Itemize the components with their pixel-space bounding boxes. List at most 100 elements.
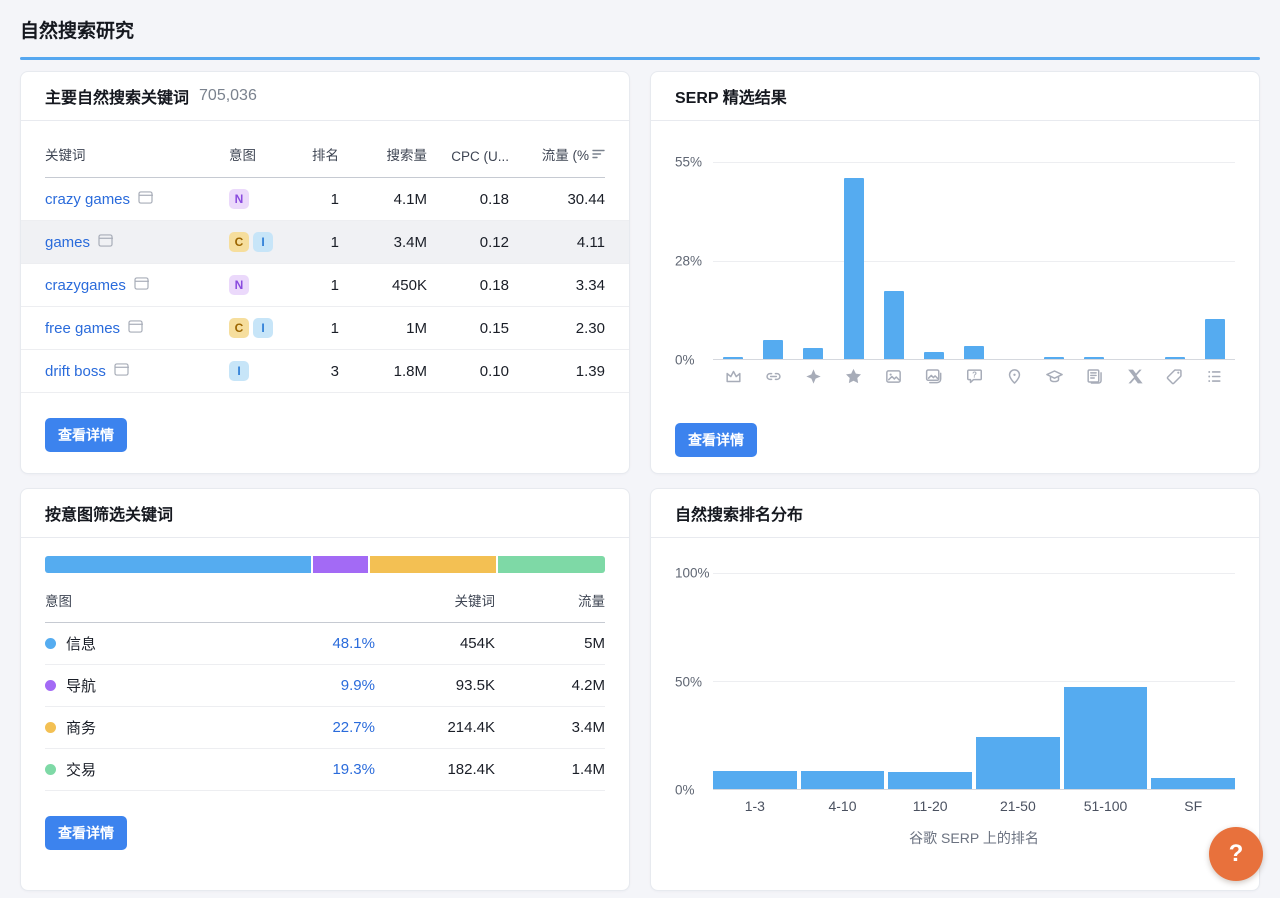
- position-bar-4-10[interactable]: [801, 771, 885, 789]
- serp-bar-slot: [753, 162, 793, 359]
- serp-view-details-button[interactable]: 查看详情: [675, 423, 757, 457]
- table-row[interactable]: crazygamesN1450K0.183.34: [21, 264, 629, 307]
- intent-badge-I[interactable]: I: [229, 361, 249, 381]
- sitelinks-icon[interactable]: [764, 367, 783, 391]
- intent-badge-N[interactable]: N: [229, 275, 249, 295]
- intent-row[interactable]: 交易19.3%182.4K1.4M: [45, 749, 605, 791]
- x-posts-icon[interactable]: [1125, 367, 1144, 391]
- intent-segment-导航[interactable]: [313, 556, 368, 573]
- intent-badges: CI: [229, 232, 293, 252]
- intent-panel: 按意图筛选关键词 意图 关键词 流量 信息48.1%454K5M导航9.9%93…: [20, 488, 630, 891]
- intent-label: 交易: [66, 759, 96, 780]
- column-header-cpc[interactable]: CPC (U...: [427, 149, 509, 164]
- knowledge-panel-icon[interactable]: [1045, 367, 1064, 391]
- serp-bar-list[interactable]: [1205, 319, 1225, 359]
- column-header-traffic[interactable]: 流量 (%: [509, 144, 605, 164]
- table-row[interactable]: crazy gamesN14.1M0.1830.44: [21, 178, 629, 221]
- intent-percent-link[interactable]: 9.9%: [341, 677, 375, 694]
- intent-percent-link[interactable]: 48.1%: [332, 635, 375, 652]
- product-tag-icon[interactable]: [1165, 367, 1184, 391]
- serp-icon-slot: [1074, 367, 1114, 391]
- serp-preview-icon[interactable]: [114, 363, 129, 380]
- volume-cell: 4.1M: [339, 191, 427, 208]
- intent-segment-商务[interactable]: [370, 556, 496, 573]
- intent-keywords-cell: 93.5K: [375, 677, 495, 694]
- intent-row[interactable]: 导航9.9%93.5K4.2M: [45, 665, 605, 707]
- serp-bar-sitelinks[interactable]: [763, 340, 783, 359]
- column-header-traffic: 流量: [495, 590, 605, 610]
- top-stories-icon[interactable]: [1085, 367, 1104, 391]
- reviews-icon[interactable]: [844, 367, 863, 391]
- dashboard-grid: 主要自然搜索关键词 705,036 关键词 意图 排名 搜索量 CPC (U..…: [20, 71, 1260, 891]
- serp-icon-slot: [753, 367, 793, 391]
- serp-bar-knowledge-panel[interactable]: [1044, 357, 1064, 360]
- column-header-keyword[interactable]: 关键词: [45, 144, 229, 164]
- serp-bar-image-pack[interactable]: [924, 352, 944, 359]
- intent-segment-交易[interactable]: [498, 556, 605, 573]
- position-bar-21-50[interactable]: [976, 737, 1060, 789]
- serp-bar-people-also-ask[interactable]: [964, 346, 984, 359]
- intent-color-dot: [45, 722, 56, 733]
- help-button[interactable]: ?: [1209, 827, 1263, 881]
- serp-preview-icon[interactable]: [98, 234, 113, 251]
- column-header-rank[interactable]: 排名: [293, 144, 339, 164]
- table-row[interactable]: free gamesCI11M0.152.30: [21, 307, 629, 350]
- column-header-intent: 意图: [45, 590, 285, 610]
- image-pack-icon[interactable]: [924, 367, 943, 391]
- intent-badge-C[interactable]: C: [229, 318, 249, 338]
- traffic-cell: 4.11: [509, 234, 605, 251]
- intent-badge-N[interactable]: N: [229, 189, 249, 209]
- position-bar-11-20[interactable]: [888, 772, 972, 789]
- positions-chart: 100% 50% 0%: [675, 573, 1235, 790]
- serp-bar-top-stories[interactable]: [1084, 357, 1104, 360]
- keyword-link[interactable]: crazygames: [45, 277, 126, 294]
- position-bar-SF[interactable]: [1151, 778, 1235, 789]
- intent-badge-C[interactable]: C: [229, 232, 249, 252]
- intent-row[interactable]: 信息48.1%454K5M: [45, 623, 605, 665]
- instant-answer-icon[interactable]: [804, 367, 823, 391]
- people-also-ask-icon[interactable]: ?: [965, 367, 984, 391]
- image-icon[interactable]: [884, 367, 903, 391]
- list-icon[interactable]: [1205, 367, 1224, 391]
- intent-percent-link[interactable]: 22.7%: [332, 719, 375, 736]
- serp-bar-featured-snippet[interactable]: [723, 357, 743, 360]
- position-bar-1-3[interactable]: [713, 771, 797, 789]
- keyword-link[interactable]: drift boss: [45, 363, 106, 380]
- serp-icon-slot: [793, 367, 833, 391]
- serp-chart-y-axis: 55% 28% 0%: [675, 162, 713, 360]
- intent-segment-信息[interactable]: [45, 556, 311, 573]
- keyword-link[interactable]: crazy games: [45, 191, 130, 208]
- serp-bar-slot: [833, 162, 873, 359]
- serp-icon-slot: [1115, 367, 1155, 391]
- serp-bar-reviews[interactable]: [844, 178, 864, 359]
- keyword-link[interactable]: games: [45, 234, 90, 251]
- local-pack-icon[interactable]: [1005, 367, 1024, 391]
- intent-badge-I[interactable]: I: [253, 318, 273, 338]
- keywords-view-details-button[interactable]: 查看详情: [45, 418, 127, 452]
- serp-preview-icon[interactable]: [138, 191, 153, 208]
- keyword-link[interactable]: free games: [45, 320, 120, 337]
- intent-badges: N: [229, 275, 293, 295]
- table-row[interactable]: gamesCI13.4M0.124.11: [21, 221, 629, 264]
- intent-badges: N: [229, 189, 293, 209]
- keyword-cell: games: [45, 234, 229, 251]
- featured-snippet-icon[interactable]: [724, 367, 743, 391]
- intent-view-details-button[interactable]: 查看详情: [45, 816, 127, 850]
- position-bar-51-100[interactable]: [1064, 687, 1148, 789]
- volume-cell: 450K: [339, 277, 427, 294]
- serp-preview-icon[interactable]: [128, 320, 143, 337]
- intent-row[interactable]: 商务22.7%214.4K3.4M: [45, 707, 605, 749]
- sort-descending-icon[interactable]: [592, 149, 605, 159]
- serp-bar-product-tag[interactable]: [1165, 357, 1185, 360]
- table-row[interactable]: drift bossI31.8M0.101.39: [21, 350, 629, 393]
- column-header-volume[interactable]: 搜索量: [339, 144, 427, 164]
- column-header-intent[interactable]: 意图: [229, 144, 293, 164]
- serp-preview-icon[interactable]: [134, 277, 149, 294]
- intent-percent-link[interactable]: 19.3%: [332, 761, 375, 778]
- intent-badge-I[interactable]: I: [253, 232, 273, 252]
- serp-bar-slot: [954, 162, 994, 359]
- intent-traffic-cell: 5M: [495, 635, 605, 652]
- serp-bar-image[interactable]: [884, 291, 904, 359]
- serp-bar-instant-answer[interactable]: [803, 348, 823, 359]
- keywords-total-count: 705,036: [199, 87, 257, 105]
